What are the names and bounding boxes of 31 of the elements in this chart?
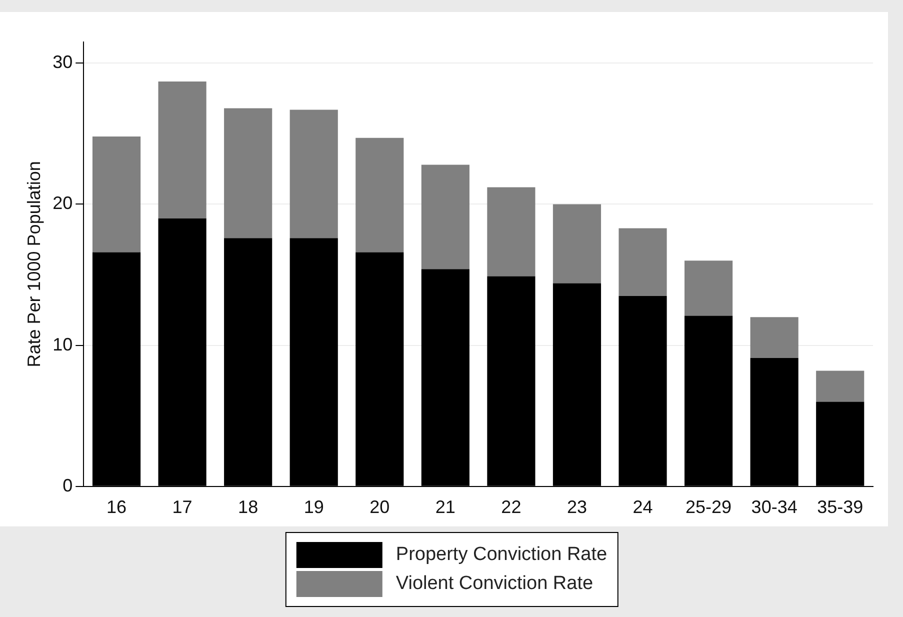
- x-tick-label: 30-34: [751, 497, 798, 518]
- y-tick-label: 20: [52, 193, 73, 214]
- x-tick-label: 18: [238, 497, 258, 518]
- bar: [618, 228, 667, 296]
- x-tick-label: 17: [172, 497, 192, 518]
- bar: [552, 204, 602, 284]
- legend-label: Violent Conviction Rate: [396, 573, 594, 595]
- y-tick-label: 10: [52, 334, 73, 354]
- bar: [684, 260, 733, 316]
- x-tick-label: 21: [435, 497, 456, 518]
- x-tick-label: 22: [501, 497, 522, 518]
- bar: [224, 108, 272, 238]
- y-tick-label: 30: [52, 52, 73, 72]
- bar: [421, 164, 470, 270]
- x-tick-label: 16: [106, 497, 127, 518]
- y-tick-label: 0: [62, 475, 73, 496]
- legend-label: Property Conviction Rate: [396, 544, 608, 566]
- bar: [290, 110, 338, 238]
- x-tick-label: 23: [566, 497, 587, 518]
- bar: [92, 136, 141, 252]
- bar: [158, 82, 206, 218]
- bar: [816, 370, 864, 402]
- x-tick-label: 25-29: [686, 497, 732, 518]
- y-axis-title: Rate Per 1000 Population: [24, 161, 44, 368]
- bar: [487, 187, 536, 276]
- x-tick-label: 19: [304, 497, 324, 518]
- x-tick-label: 35-39: [817, 497, 864, 518]
- bar: [750, 317, 798, 358]
- x-tick-label: 24: [632, 497, 653, 518]
- x-tick-label: 20: [370, 497, 390, 518]
- bar: [356, 138, 404, 252]
